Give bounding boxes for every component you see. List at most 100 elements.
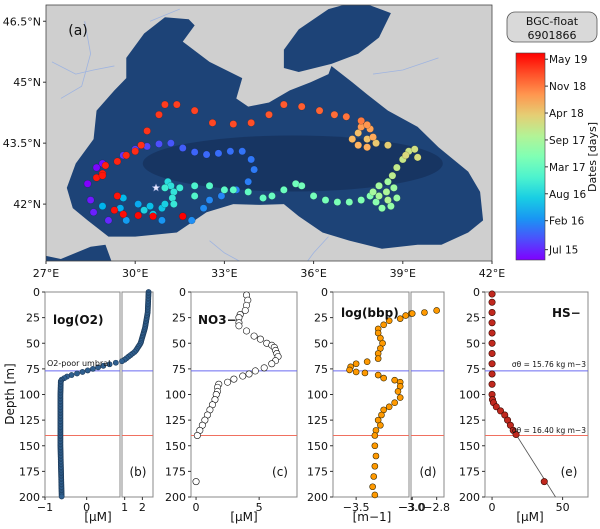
y-tick-label: 125 xyxy=(19,414,40,427)
float-position-point xyxy=(113,192,122,200)
x-tick-label: −3.0 xyxy=(398,501,425,514)
float-position-point xyxy=(214,149,223,158)
float-position-point xyxy=(363,143,371,152)
float-position-point xyxy=(297,182,306,190)
o2-point xyxy=(112,359,119,366)
map-x-tick-label: 39°E xyxy=(390,267,416,280)
x-tick-label: −3.5 xyxy=(343,501,370,514)
x-tick-label: −2.8 xyxy=(423,501,450,514)
colorbar-label: Dates [days] xyxy=(586,122,599,192)
float-position-point xyxy=(413,153,422,162)
float-position-point xyxy=(167,139,175,147)
float-position-point xyxy=(113,157,122,166)
float-position-point xyxy=(208,119,217,127)
x-tick-label: 2 xyxy=(139,501,146,514)
y-tick-label: 125 xyxy=(165,414,186,427)
panel-label-a: (a) xyxy=(68,23,88,39)
panel-d-left: −3.5 −3.0 0 25 50 75 100 125 150 175 200 xyxy=(307,286,425,514)
bbp-point xyxy=(374,371,382,379)
axes-frame xyxy=(410,291,445,498)
map-y-tick-label: 46.5°N xyxy=(3,15,41,28)
colorbar xyxy=(515,52,546,261)
float-position-point xyxy=(259,194,267,202)
float-position-point xyxy=(122,151,131,160)
float-position-point xyxy=(390,184,398,192)
map-frame xyxy=(45,4,493,262)
float-position-point xyxy=(388,171,397,180)
sulfide-point xyxy=(488,349,496,357)
float-position-point xyxy=(363,121,371,129)
float-position-point xyxy=(89,208,98,217)
bbp-point xyxy=(372,452,380,460)
nitrate-point xyxy=(256,335,264,343)
y-tick-label: 200 xyxy=(19,491,40,504)
float-position-point xyxy=(92,163,101,172)
sulfide-point xyxy=(497,407,505,415)
y-tick-label: 175 xyxy=(165,465,186,478)
float-position-point xyxy=(229,186,238,194)
y-tick-label: 125 xyxy=(307,414,328,427)
map-x-tick-label: 36°E xyxy=(300,267,326,280)
float-position-point xyxy=(280,100,288,109)
float-position-point xyxy=(244,177,252,186)
float-position-point xyxy=(170,200,178,208)
y-tick-label: 150 xyxy=(459,440,480,453)
o2-point xyxy=(74,370,80,377)
panel-title-b: log(O2) xyxy=(53,313,103,327)
panel-label-b: (b) xyxy=(130,465,147,479)
float-position-point xyxy=(345,198,354,206)
nitrate-point xyxy=(243,327,251,335)
y-tick-label: 75 xyxy=(466,363,480,376)
float-position-point xyxy=(268,192,276,200)
bbp-point xyxy=(380,321,387,329)
panel-label-e: (e) xyxy=(561,465,578,479)
float-position-point xyxy=(387,202,395,210)
float-id-box xyxy=(506,11,598,43)
bbp-point xyxy=(370,473,378,480)
nitrate-point xyxy=(235,322,243,330)
bbp-point xyxy=(352,360,360,368)
sigma-label-upper: σθ = 15.76 kg m−3 xyxy=(512,360,586,369)
y-tick-label: 175 xyxy=(19,465,40,478)
bbp-point xyxy=(371,491,379,499)
nitrate-point xyxy=(239,372,247,380)
nitrate-point xyxy=(268,360,276,368)
axes-frame xyxy=(332,291,410,498)
o2-point xyxy=(84,367,91,374)
y-tick-label: 25 xyxy=(314,312,328,325)
float-position-point xyxy=(199,204,208,212)
y-tick-label: 75 xyxy=(314,363,328,376)
float-position-point xyxy=(190,182,199,190)
y-tick-label: 25 xyxy=(26,312,40,325)
float-position-point xyxy=(384,141,392,149)
xlabel-c: [µM] xyxy=(230,510,257,524)
float-position-point xyxy=(175,184,184,192)
float-position-point xyxy=(372,139,380,147)
float-position-point xyxy=(161,200,169,208)
float-position-point xyxy=(375,192,383,200)
colorbar-tick-label: Aug 16 xyxy=(549,189,587,201)
sulfide-point xyxy=(488,380,496,388)
map-y-tick-label: 42°N xyxy=(13,198,41,211)
colorbar-tick-label: Mar 17 xyxy=(549,162,586,174)
colorbar-tick-label: May 19 xyxy=(549,54,587,66)
float-position-point xyxy=(247,155,255,164)
x-tick-label: −1 xyxy=(37,501,53,514)
bbp-point xyxy=(391,399,398,407)
float-position-point xyxy=(161,184,169,192)
o2-point xyxy=(119,358,125,365)
map-x-tick-label: 30°E xyxy=(122,267,148,280)
nitrate-point xyxy=(241,306,249,314)
map-y-tick-label: 43.5°N xyxy=(3,137,41,150)
river-line xyxy=(149,8,180,22)
panel-d-right: −3.0−2.8 xyxy=(399,291,450,514)
y-tick-label: 150 xyxy=(307,440,328,453)
float-position-point xyxy=(217,192,226,200)
bbp-point xyxy=(421,309,428,316)
colorbar-tick-label: Feb 16 xyxy=(549,216,585,228)
extrapolation-line xyxy=(515,434,556,498)
sulfide-point xyxy=(488,339,496,347)
float-position-point xyxy=(226,147,235,156)
bbp-point xyxy=(391,376,398,384)
y-tick-label: 0 xyxy=(33,286,40,299)
